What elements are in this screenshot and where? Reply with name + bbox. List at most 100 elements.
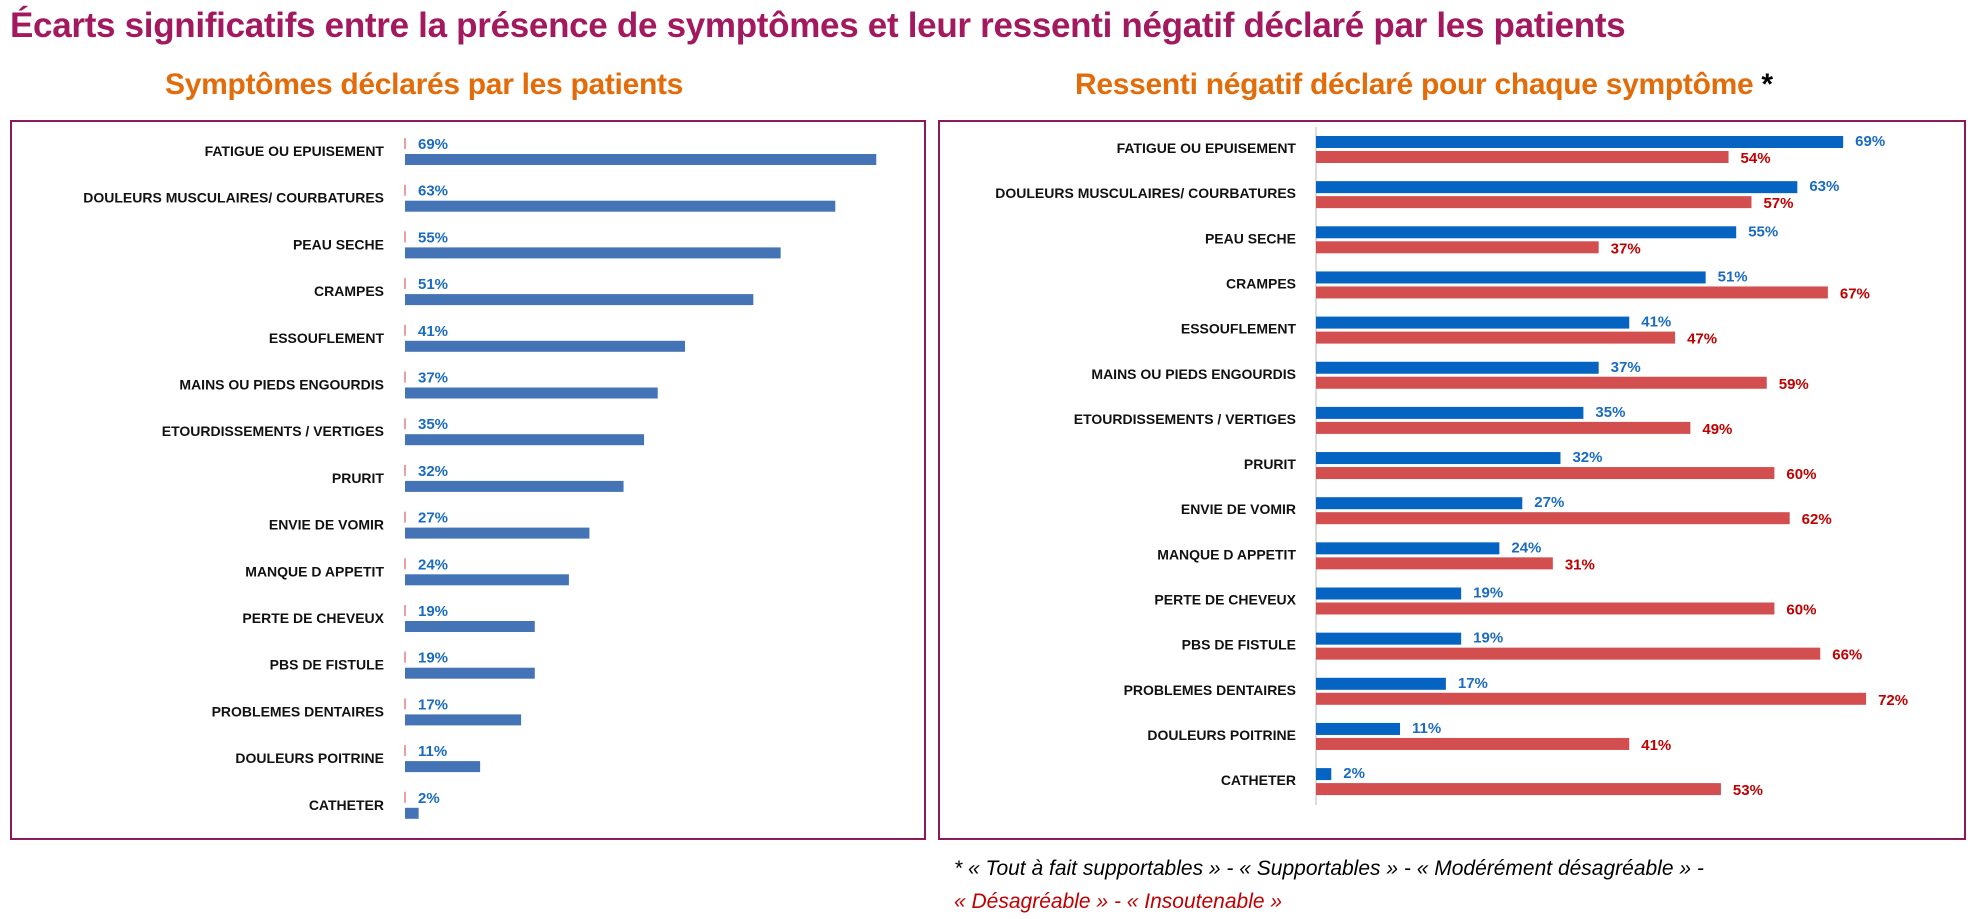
data-label-presence: 27%: [1534, 494, 1564, 511]
category-label: CATHETER: [1221, 772, 1296, 788]
bar: [405, 621, 535, 632]
data-label-negative: 62%: [1802, 511, 1832, 528]
category-label: PRURIT: [332, 470, 385, 486]
bar: [405, 807, 419, 819]
data-label-negative: 53%: [1733, 782, 1763, 799]
data-label-presence: 37%: [1611, 359, 1641, 376]
data-label-negative: 54%: [1741, 150, 1771, 167]
data-label-negative: 57%: [1763, 195, 1793, 212]
bar-negative: [1316, 557, 1553, 570]
category-label: PBS DE FISTULE: [270, 657, 384, 673]
data-label-presence: 17%: [1458, 675, 1488, 692]
category-label: FATIGUE OU EPUISEMENT: [1117, 140, 1297, 156]
bar-presence: [1316, 722, 1401, 735]
data-label: 51%: [418, 276, 448, 293]
bar: [405, 294, 754, 306]
footnote-line-1: * « Tout à fait supportables » - « Suppo…: [954, 852, 1704, 885]
category-label: PROBLEMES DENTAIRES: [1124, 682, 1296, 698]
data-label: 2%: [418, 790, 440, 807]
data-label: 37%: [418, 370, 448, 387]
footnote-desagreable: « Désagréable » -: [954, 890, 1121, 913]
bar: [405, 200, 836, 212]
bar-presence: [1316, 226, 1737, 239]
right-chart-title: Ressenti négatif déclaré pour chaque sym…: [1075, 68, 1773, 102]
bar-negative: [1316, 467, 1775, 480]
category-label: MANQUE D APPETIT: [245, 563, 384, 579]
category-label: PROBLEMES DENTAIRES: [212, 703, 384, 719]
category-label: MAINS OU PIEDS ENGOURDIS: [1091, 366, 1296, 382]
left-chart-title: Symptômes déclarés par les patients: [165, 68, 684, 101]
category-label: CRAMPES: [1226, 275, 1296, 291]
page-title: Écarts significatifs entre la présence d…: [10, 6, 1626, 45]
bar-negative: [1316, 241, 1599, 254]
bar: [405, 387, 658, 399]
category-label: DOULEURS POITRINE: [1147, 727, 1296, 743]
data-label: 17%: [418, 696, 448, 713]
bar-negative: [1316, 196, 1752, 209]
bar: [405, 480, 624, 492]
data-label: 32%: [418, 463, 448, 480]
data-label-negative: 49%: [1702, 421, 1732, 438]
bar-negative: [1316, 331, 1676, 344]
data-label: 19%: [418, 650, 448, 667]
category-label: DOULEURS POITRINE: [235, 750, 384, 766]
data-label-presence: 63%: [1809, 178, 1839, 195]
data-label-negative: 60%: [1786, 602, 1816, 619]
bar-negative: [1316, 692, 1867, 705]
data-label-negative: 47%: [1687, 331, 1717, 348]
data-label: 27%: [418, 510, 448, 527]
data-label-presence: 41%: [1641, 314, 1671, 331]
data-label-negative: 41%: [1641, 737, 1671, 754]
category-label: ENVIE DE VOMIR: [1181, 501, 1296, 517]
bar-presence: [1316, 542, 1500, 555]
bar-presence: [1316, 316, 1630, 329]
data-label: 69%: [418, 136, 448, 153]
data-label-presence: 32%: [1572, 449, 1602, 466]
data-label-negative: 66%: [1832, 647, 1862, 664]
data-label-negative: 37%: [1611, 240, 1641, 257]
footnote: * « Tout à fait supportables » - « Suppo…: [954, 852, 1704, 918]
bar-presence: [1316, 632, 1462, 645]
data-label-presence: 2%: [1343, 765, 1365, 782]
bar: [405, 714, 522, 726]
data-label-negative: 59%: [1779, 376, 1809, 393]
bar-presence: [1316, 677, 1446, 690]
data-label: 19%: [418, 603, 448, 620]
bar-presence: [1316, 452, 1561, 465]
footnote-asterisk: *: [954, 857, 963, 880]
data-label: 24%: [418, 556, 448, 573]
category-label: DOULEURS MUSCULAIRES/ COURBATURES: [995, 185, 1296, 201]
bar: [405, 340, 686, 352]
category-label: CATHETER: [309, 797, 384, 813]
category-label: ENVIE DE VOMIR: [269, 517, 384, 533]
bar: [405, 527, 590, 539]
bar: [405, 247, 781, 259]
bar-presence: [1316, 768, 1332, 781]
data-label: 41%: [418, 323, 448, 340]
bar: [405, 434, 645, 446]
bar-negative: [1316, 737, 1630, 750]
bar-presence: [1316, 271, 1706, 284]
right-chart-frame: [938, 120, 1966, 840]
data-label: 55%: [418, 229, 448, 246]
category-label: PEAU SECHE: [293, 236, 384, 252]
data-label: 63%: [418, 183, 448, 200]
category-label: ETOURDISSEMENTS / VERTIGES: [162, 423, 384, 439]
data-label-presence: 19%: [1473, 630, 1503, 647]
data-label-presence: 69%: [1855, 133, 1885, 150]
bar: [405, 761, 481, 773]
category-label: MANQUE D APPETIT: [1157, 546, 1296, 562]
data-label-negative: 72%: [1878, 692, 1908, 709]
bar-negative: [1316, 647, 1821, 660]
data-label-presence: 35%: [1595, 404, 1625, 421]
category-label: ETOURDISSEMENTS / VERTIGES: [1074, 411, 1296, 427]
data-label-presence: 51%: [1718, 268, 1748, 285]
category-label: ESSOUFLEMENT: [269, 330, 385, 346]
bar-negative: [1316, 783, 1721, 796]
category-label: PERTE DE CHEVEUX: [1154, 592, 1296, 608]
left-chart-frame: [10, 120, 926, 840]
data-label-negative: 67%: [1840, 285, 1870, 302]
title-asterisk: *: [1761, 68, 1773, 101]
data-label-presence: 19%: [1473, 585, 1503, 602]
data-label-presence: 24%: [1511, 539, 1541, 556]
